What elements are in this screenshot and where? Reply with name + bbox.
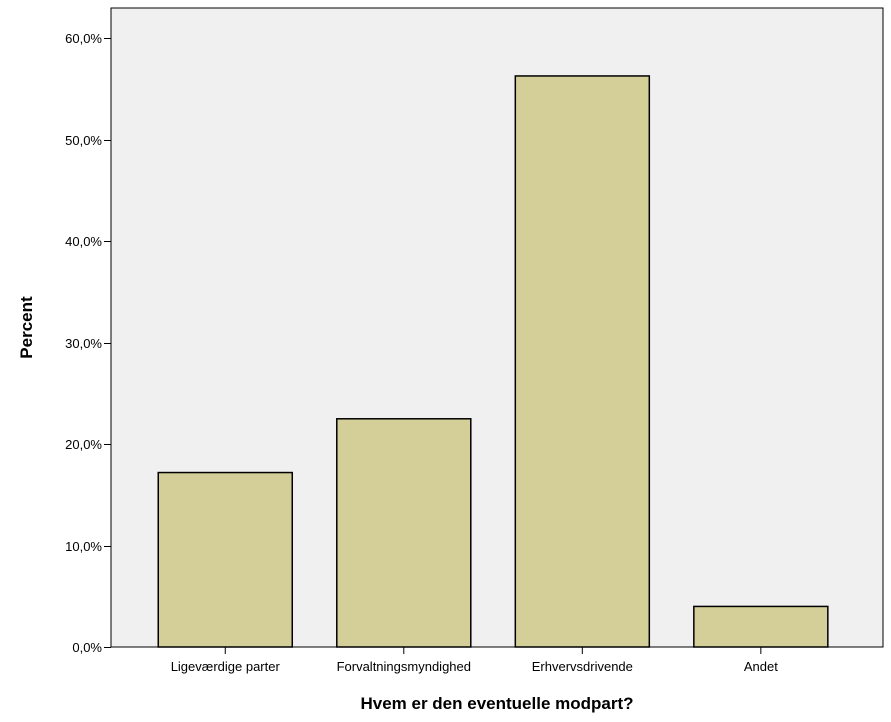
y-tick-label: 40,0% (65, 234, 102, 249)
y-tick-label: 10,0% (65, 539, 102, 554)
x-tick-label: Forvaltningsmyndighed (337, 659, 471, 674)
x-tick-label: Ligeværdige parter (171, 659, 281, 674)
y-tick-label: 60,0% (65, 31, 102, 46)
x-tick-label: Erhvervsdrivende (532, 659, 633, 674)
x-tick-label: Andet (744, 659, 778, 674)
x-axis: Ligeværdige parter Forvaltningsmyndighed E… (171, 647, 778, 674)
y-axis: 0,0% 10,0% 20,0% 30,0% 40,0% 50,0% 60,0% (65, 31, 111, 655)
y-tick-label: 30,0% (65, 336, 102, 351)
x-axis-title: Hvem er den eventuelle modpart? (360, 694, 633, 713)
y-axis-title: Percent (17, 296, 36, 359)
bar (157, 471, 294, 648)
bar (336, 418, 472, 648)
y-tick-label: 20,0% (65, 437, 102, 452)
bar (514, 75, 651, 648)
y-tick-label: 0,0% (72, 640, 102, 655)
bar-series (157, 75, 829, 648)
y-tick-label: 50,0% (65, 133, 102, 148)
bar (693, 605, 829, 648)
